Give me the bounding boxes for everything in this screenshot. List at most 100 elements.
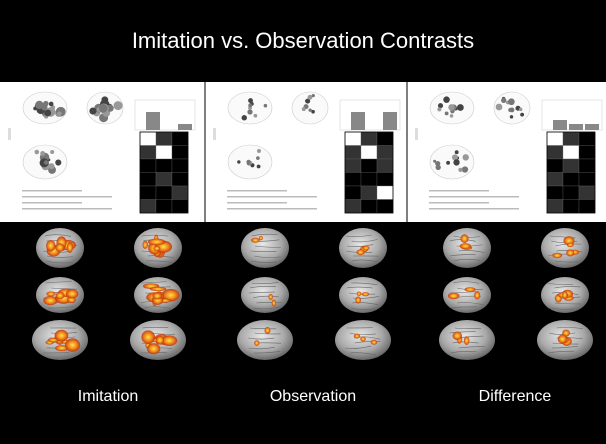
activation xyxy=(361,292,370,297)
glass-blob xyxy=(446,160,451,165)
glass-blob xyxy=(241,115,247,121)
design-cell xyxy=(360,145,378,160)
activation xyxy=(251,237,260,243)
sulcus xyxy=(549,332,576,335)
activation xyxy=(146,343,161,355)
activation xyxy=(64,338,81,352)
glass-brain xyxy=(291,91,329,125)
spm-text-line xyxy=(429,196,519,198)
activation xyxy=(258,235,263,241)
glass-blob xyxy=(50,149,55,154)
sulcus xyxy=(349,332,376,335)
sulcus xyxy=(352,302,379,306)
activation xyxy=(355,296,361,304)
design-cell xyxy=(155,199,173,214)
sulcus xyxy=(248,291,275,294)
sulcus xyxy=(548,307,575,310)
glass-blob xyxy=(248,103,253,108)
design-cell xyxy=(578,158,596,173)
activation xyxy=(66,242,73,253)
design-cell xyxy=(360,185,378,200)
design-cell xyxy=(155,185,173,200)
glass-blob xyxy=(437,103,444,109)
activation xyxy=(557,334,568,344)
spm-text-line xyxy=(22,208,112,210)
glass-blob xyxy=(501,97,507,103)
design-cell xyxy=(562,145,580,160)
sulcus xyxy=(252,282,279,284)
activation xyxy=(356,291,362,296)
side-mark xyxy=(8,128,11,140)
design-cell xyxy=(546,199,564,214)
design-cell xyxy=(139,145,157,160)
design-cell xyxy=(171,199,189,214)
activation xyxy=(55,243,65,252)
glass-blob xyxy=(443,96,450,103)
layout: Imitation Observation Difference xyxy=(8,91,603,405)
sulcus xyxy=(458,250,485,253)
spm-text-line xyxy=(429,190,489,192)
design-cell xyxy=(562,172,580,187)
activation xyxy=(460,234,469,243)
design-cell xyxy=(578,199,596,214)
design-cell xyxy=(139,172,157,187)
design-cell xyxy=(360,131,378,146)
sulcus xyxy=(554,286,581,289)
sulcus xyxy=(351,239,378,243)
contrast-box xyxy=(134,99,196,131)
sulcus xyxy=(251,233,278,237)
glass-blob xyxy=(98,104,108,113)
sulcus xyxy=(250,250,277,252)
design-cell xyxy=(562,158,580,173)
sulcus xyxy=(457,302,484,306)
design-frame xyxy=(546,131,596,214)
sulcus xyxy=(254,332,281,335)
glass-blob xyxy=(451,154,458,161)
glass-blob xyxy=(247,109,253,115)
glass-blob xyxy=(495,103,503,111)
activation xyxy=(447,292,460,300)
glass-blob xyxy=(237,160,241,164)
glass-blob xyxy=(48,163,55,170)
sulcus xyxy=(351,259,378,263)
activation xyxy=(142,240,148,249)
sulcus xyxy=(556,327,583,329)
design-cell xyxy=(139,185,157,200)
design-cell xyxy=(344,199,362,214)
rendered-brain xyxy=(541,228,589,268)
activation xyxy=(459,243,472,250)
activation xyxy=(452,331,462,340)
spm-text-line xyxy=(22,202,82,204)
glass-blob xyxy=(307,94,313,100)
activation xyxy=(264,327,271,334)
design-cell xyxy=(578,172,596,187)
activation xyxy=(464,287,476,292)
glass-blob xyxy=(444,111,449,116)
glass-blob xyxy=(253,113,258,118)
glass-blob xyxy=(40,151,46,156)
design-cell xyxy=(376,185,394,200)
glass-blob xyxy=(246,159,251,165)
sulcus xyxy=(554,302,581,305)
glass-blob xyxy=(311,109,315,114)
activation xyxy=(153,245,161,252)
design-cell xyxy=(360,158,378,173)
activation xyxy=(46,239,56,252)
activation xyxy=(356,249,365,256)
glass-blob xyxy=(55,159,62,166)
sulcus xyxy=(142,326,169,329)
glass-blob xyxy=(435,164,441,171)
glass-blob xyxy=(449,114,454,118)
glass-blob xyxy=(256,164,261,169)
spm-text-line xyxy=(22,190,82,192)
activation xyxy=(43,295,58,306)
activation xyxy=(353,333,361,339)
contrast-bar xyxy=(553,120,567,130)
sulcus xyxy=(254,351,281,354)
sulcus xyxy=(253,306,280,310)
glass-blob xyxy=(453,159,460,166)
activation xyxy=(552,252,563,259)
design-cell xyxy=(578,131,596,146)
activation xyxy=(360,336,366,342)
design-cell xyxy=(360,199,378,214)
